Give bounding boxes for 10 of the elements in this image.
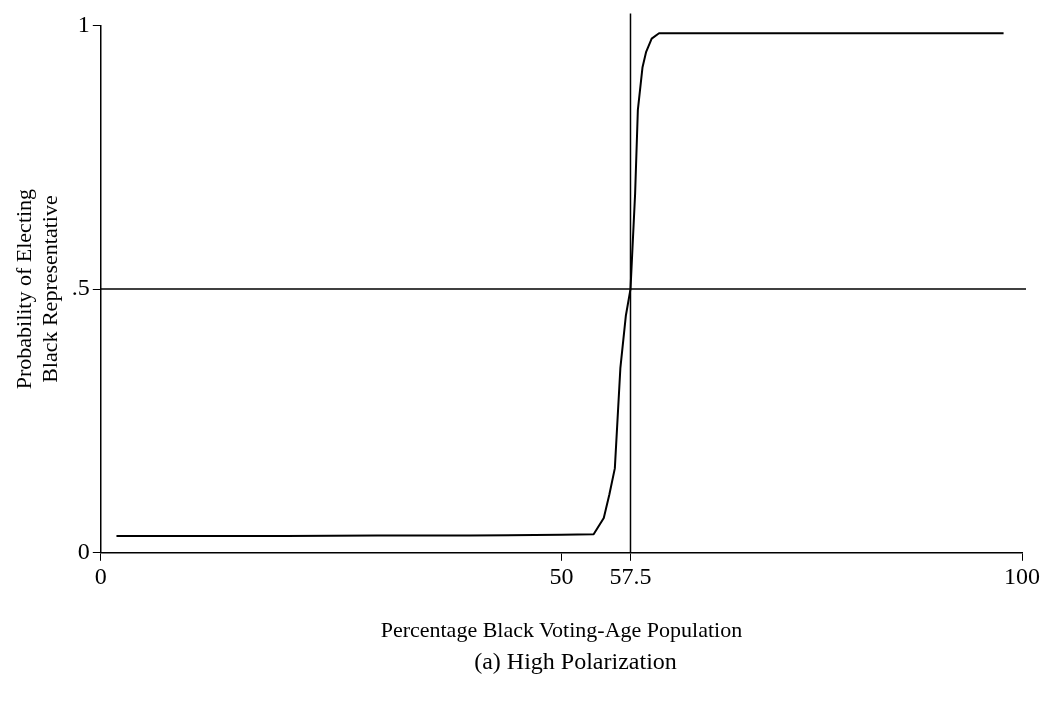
y-tick-label: .5 — [71, 274, 90, 301]
text: (a) High Polarization — [473, 648, 678, 675]
x-tick-label: 50 — [549, 563, 574, 590]
x-tick-label: 0 — [94, 563, 107, 590]
x-tick-label: 100 — [1004, 563, 1040, 590]
x-tick-label: 57.5 — [609, 563, 652, 590]
x-axis-title: Percentage Black Voting-Age Population — [380, 616, 743, 642]
y-axis-title: Probability of Electing Black Representative — [10, 188, 63, 390]
y-tick-label: 0 — [77, 538, 90, 565]
y-tick-label: 1 — [77, 10, 90, 37]
